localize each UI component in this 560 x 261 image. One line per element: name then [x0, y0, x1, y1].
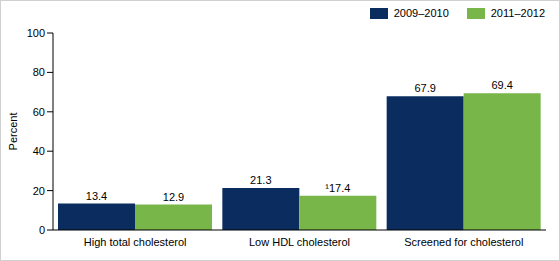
svg-text:80: 80	[33, 66, 45, 78]
svg-text:60: 60	[33, 106, 45, 118]
svg-text:67.9: 67.9	[414, 82, 435, 94]
svg-text:Screened for cholesterol: Screened for cholesterol	[404, 236, 523, 248]
svg-text:69.4: 69.4	[491, 79, 512, 91]
svg-text:21.3: 21.3	[250, 174, 271, 186]
svg-text:Percent: Percent	[8, 113, 19, 151]
html-text:2009–2010: 2009–2010	[393, 7, 449, 19]
svg-text:20: 20	[33, 185, 45, 197]
svg-text:13.4: 13.4	[86, 190, 107, 202]
svg-text:100: 100	[27, 27, 45, 39]
svg-text:12.9: 12.9	[163, 191, 184, 203]
svg-text:Low HDL cholesterol: Low HDL cholesterol	[249, 236, 350, 248]
html-text:2011–2012: 2011–2012	[490, 7, 545, 19]
svg-text:0: 0	[39, 224, 45, 236]
svg-text:High total cholesterol: High total cholesterol	[84, 236, 187, 248]
svg-text:40: 40	[33, 145, 45, 157]
svg-text:¹17.4: ¹17.4	[325, 182, 350, 194]
